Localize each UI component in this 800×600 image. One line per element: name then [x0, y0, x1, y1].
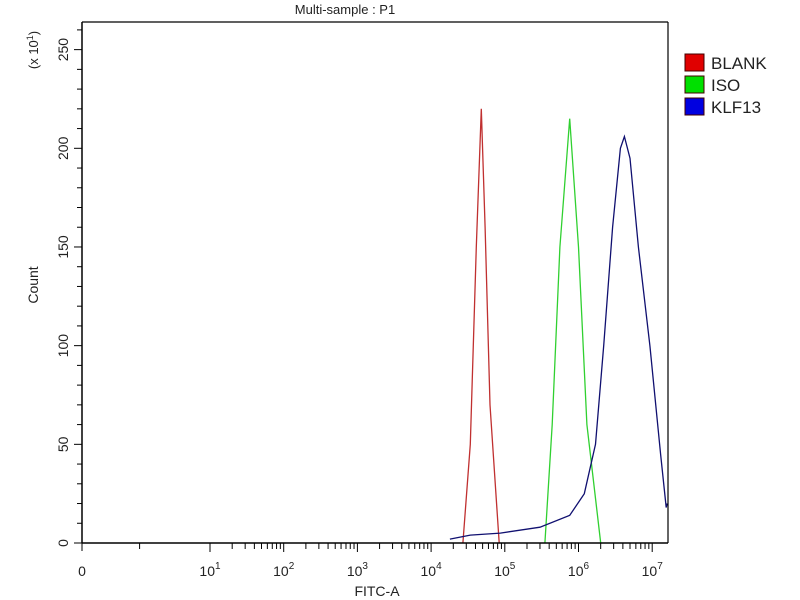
y-tick-label: 100 [55, 334, 71, 358]
x-tick-label: 105 [494, 561, 516, 579]
x-tick-label: 103 [347, 561, 369, 579]
series-line-blank [462, 108, 500, 544]
y-tick-label: 0 [55, 539, 71, 547]
legend-swatch-blank [684, 53, 705, 72]
axes: 0 50 100 150 200 250 0 101 102 103 104 105 106 107 [55, 21, 669, 579]
x-axis-label: FITC-A [354, 583, 400, 599]
x-tick-label: 106 [568, 561, 590, 579]
x-tick-label: 102 [273, 561, 295, 579]
y-axis-label: Count [25, 266, 41, 303]
legend-label-iso: ISO [711, 76, 740, 95]
series-line-klf13 [449, 134, 668, 540]
y-tick-label: 50 [55, 436, 71, 452]
legend-swatch-klf13 [684, 97, 705, 116]
plot-area [449, 108, 668, 544]
y-multiplier-label: (x 101) [25, 31, 41, 69]
legend-swatch-iso [684, 75, 705, 94]
legend-label-klf13: KLF13 [711, 98, 761, 117]
legend: BLANK ISO KLF13 [684, 53, 767, 117]
x-tick-label: 0 [78, 563, 86, 579]
series-line-iso [544, 118, 602, 544]
x-tick-label: 107 [642, 561, 664, 579]
chart-title: Multi-sample : P1 [295, 2, 395, 17]
x-tick-label: 104 [421, 561, 443, 579]
y-tick-label: 250 [55, 38, 71, 62]
x-tick-label: 101 [199, 561, 221, 579]
legend-label-blank: BLANK [711, 54, 767, 73]
y-tick-label: 200 [55, 136, 71, 160]
y-tick-label: 150 [55, 235, 71, 259]
